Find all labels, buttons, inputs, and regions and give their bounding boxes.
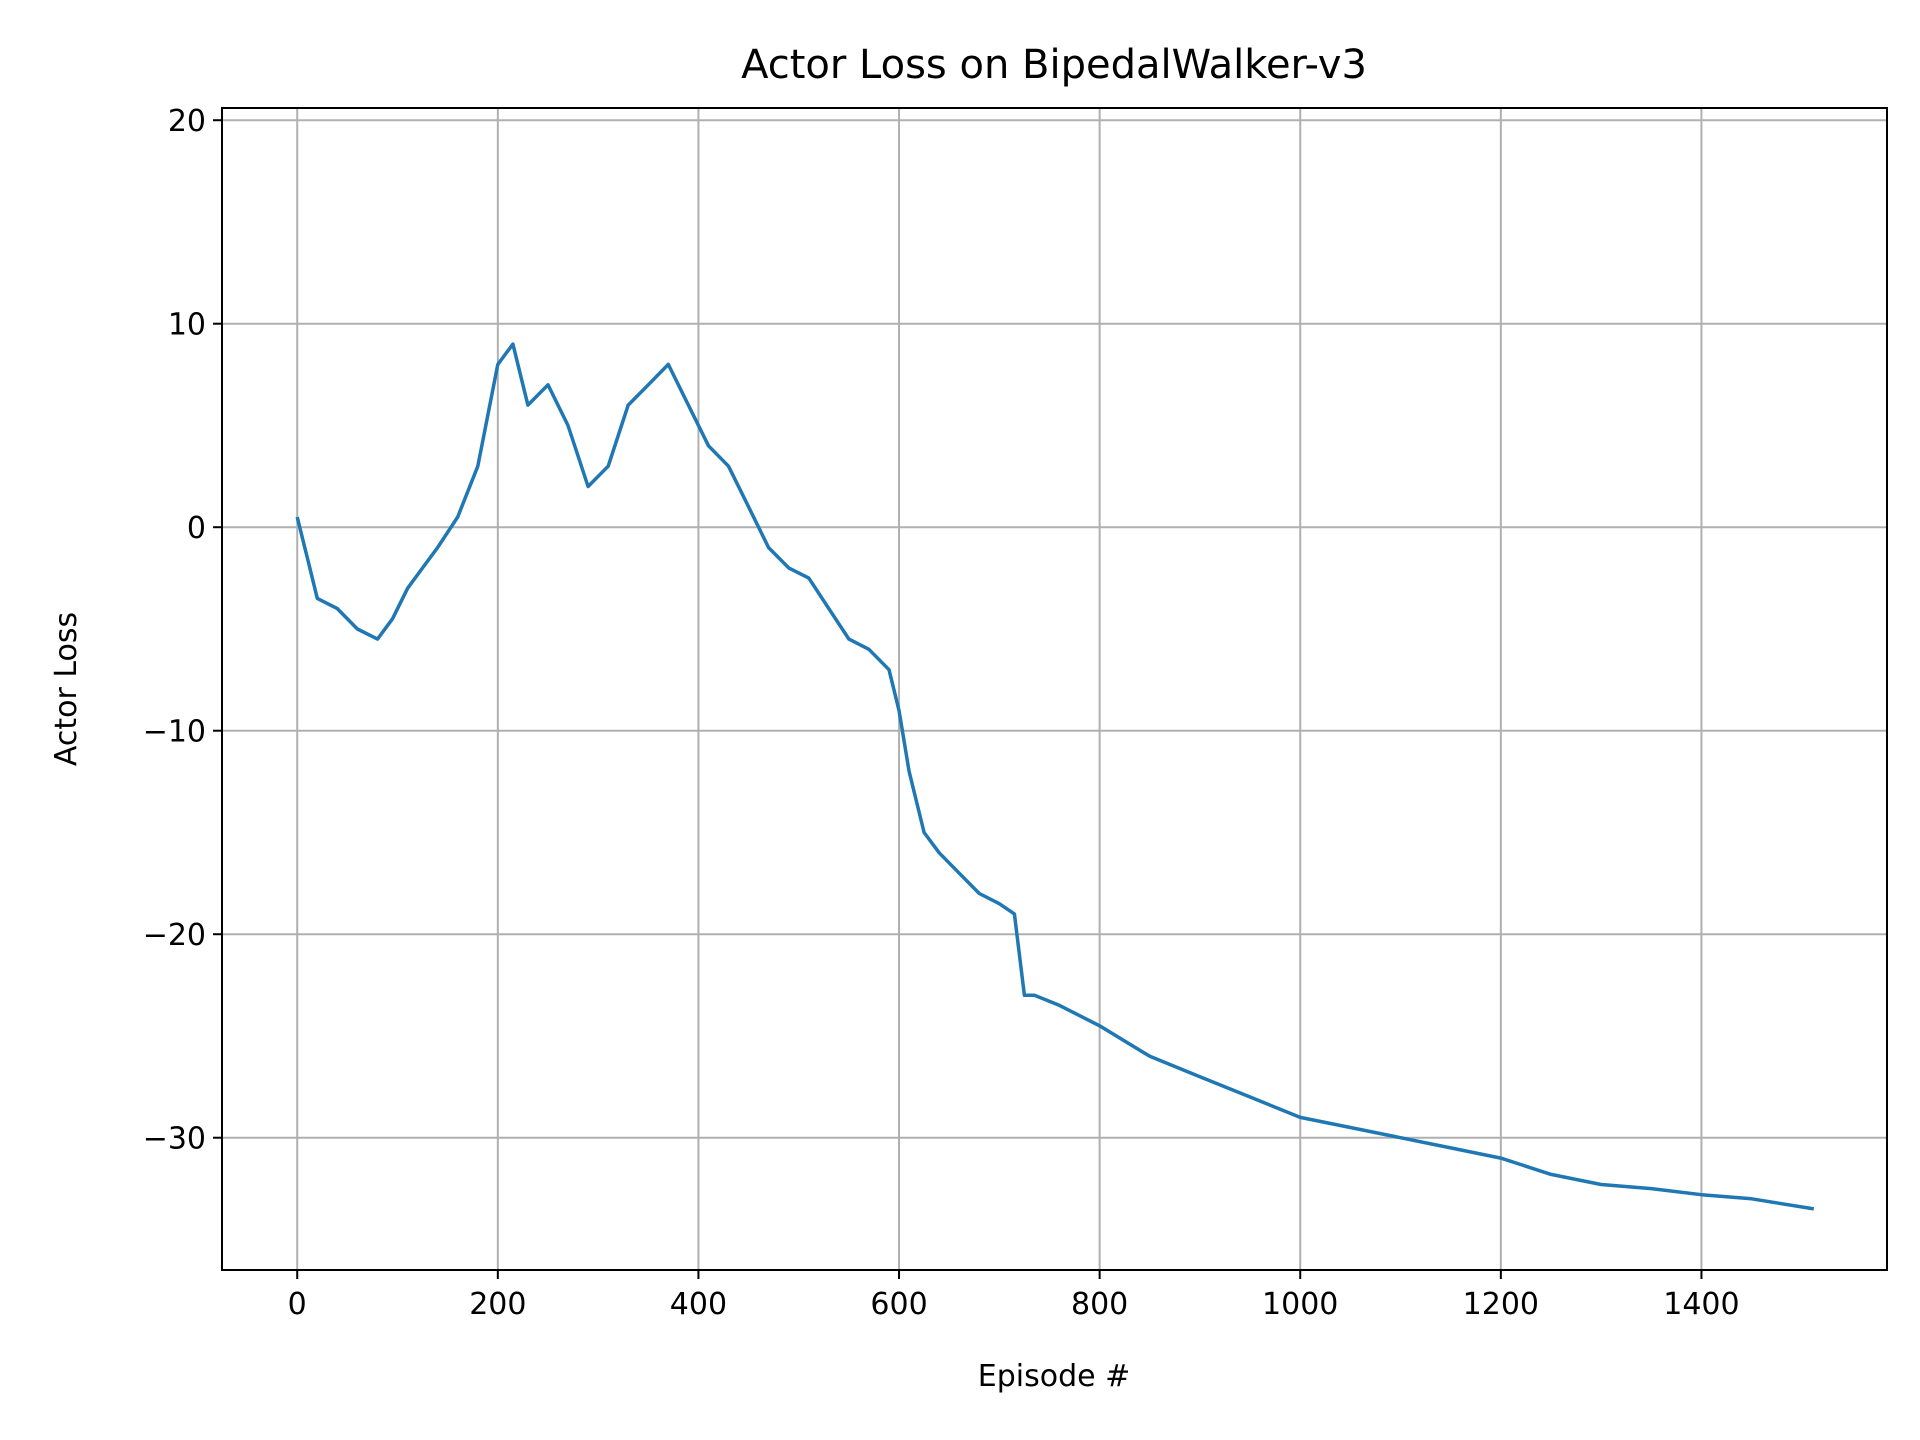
y-tick-label: 20 (168, 104, 206, 139)
x-tick-label: 0 (288, 1287, 307, 1322)
x-tick-label: 800 (1071, 1287, 1128, 1322)
y-tick-label: −20 (143, 918, 206, 953)
x-tick-label: 1000 (1262, 1287, 1338, 1322)
y-tick-label: 10 (168, 308, 206, 343)
plot-frame (221, 107, 1888, 1271)
x-axis-label: Episode # (978, 1359, 1131, 1394)
x-tick-label: 600 (870, 1287, 927, 1322)
y-axis-label: Actor Loss (49, 612, 84, 766)
y-tick-label: 0 (187, 511, 206, 546)
x-tick-label: 400 (670, 1287, 727, 1322)
y-tick-label: −10 (143, 715, 206, 750)
x-tick-label: 1400 (1663, 1287, 1739, 1322)
grid (222, 108, 1887, 1270)
series-line-0 (295, 342, 1815, 1211)
series-layer (295, 342, 1815, 1211)
ticks: 0 200 400 600 800 1000 1200 1400 −30 −20 −10 0 10 20 (143, 104, 1740, 1322)
x-tick-label: 200 (469, 1287, 526, 1322)
x-tick-label: 1200 (1463, 1287, 1539, 1322)
chart-title: Actor Loss on BipedalWalker-v3 (741, 42, 1367, 88)
y-tick-label: −30 (143, 1122, 206, 1157)
